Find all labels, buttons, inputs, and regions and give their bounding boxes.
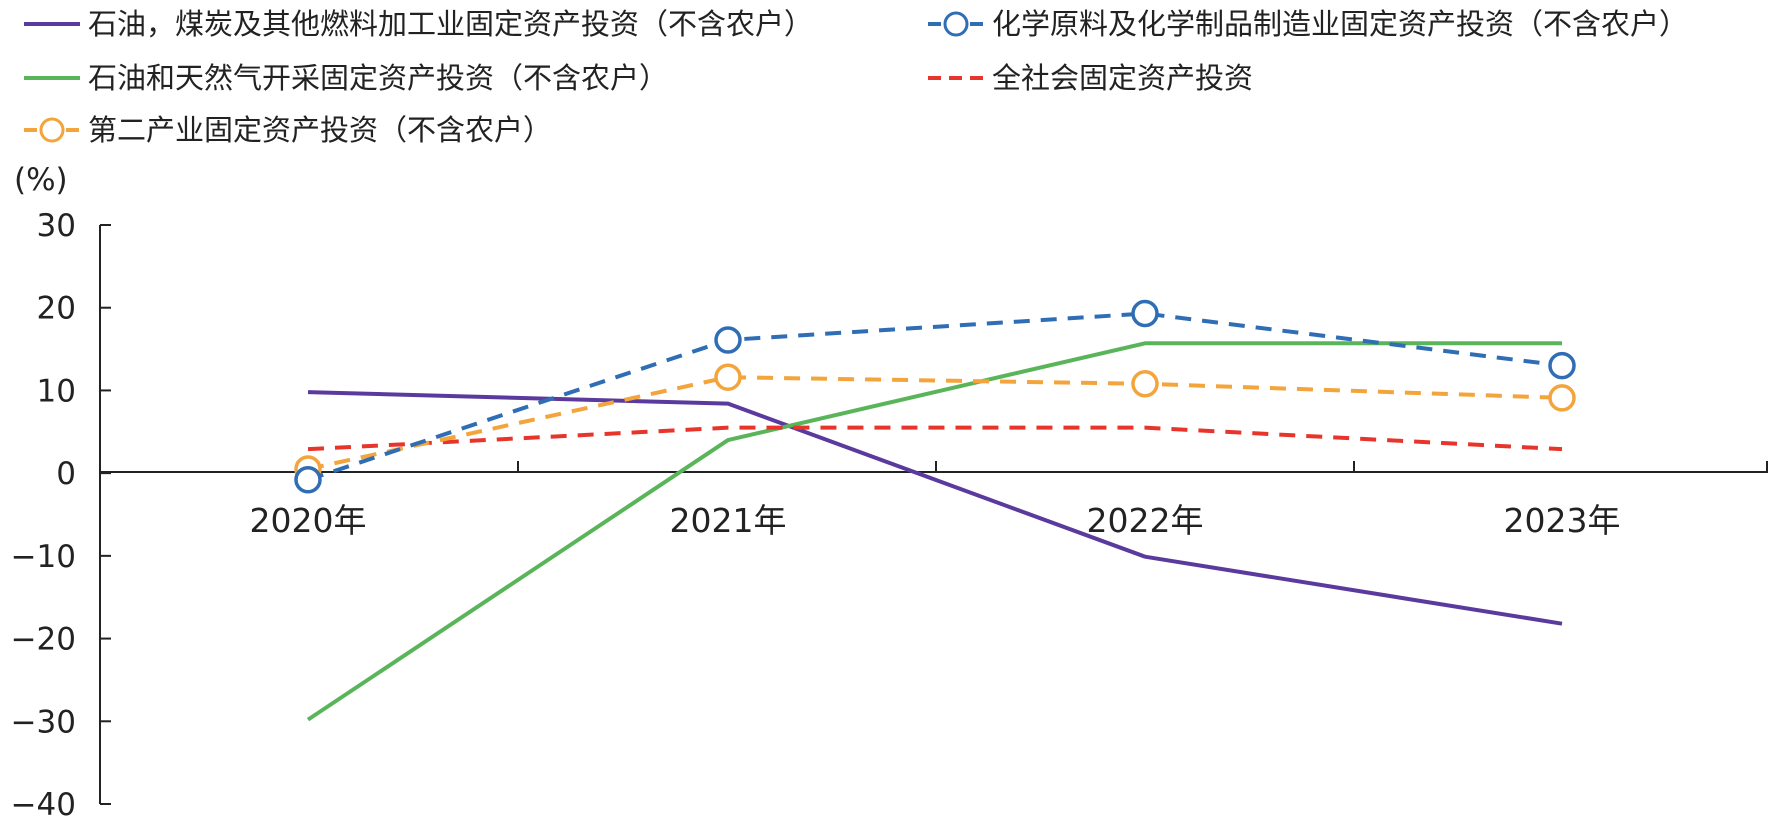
legend-marker [39,117,65,143]
data-point [1131,299,1159,328]
series-line [307,425,1563,452]
y-tick-label: −10 [11,539,76,575]
legend-marker [943,11,969,37]
series-4 [307,425,1563,452]
legend-label: 石油，煤炭及其他燃料加工业固定资产投资（不含农户） [88,7,813,41]
x-axis: 2020年 2021年 2022年 2023年 [100,461,1768,540]
legend-item: 全社会固定资产投资 [928,61,1253,95]
data-point [714,363,742,391]
legend-label: 石油和天然气开采固定资产投资（不含农户） [88,61,668,95]
x-tick-label: 2023年 [1504,501,1621,540]
data-point [1548,384,1576,412]
legend-label: 第二产业固定资产投资（不含农户） [88,113,552,147]
series-line [307,311,1563,482]
series-3 [306,341,1562,722]
data-point [1131,370,1159,398]
legend-item: 石油和天然气开采固定资产投资（不含农户） [24,61,668,95]
x-tick-label: 2021年 [670,501,787,540]
x-tick-label: 2020年 [250,501,367,540]
y-tick-label: 20 [37,291,76,327]
series-line [307,375,1563,471]
y-tick-label: −20 [11,622,76,658]
y-tick-label: −30 [11,704,76,740]
y-tick-label: −40 [11,787,76,823]
series-1 [307,390,1563,626]
legend-label: 化学原料及化学制品制造业固定资产投资（不含农户） [992,7,1688,41]
y-axis-unit-label: (%) [14,162,68,198]
legend-item: 第二产业固定资产投资（不含农户） [24,113,552,147]
series-line [307,390,1563,626]
legend-label: 全社会固定资产投资 [992,61,1253,95]
y-tick-label: 30 [37,208,76,244]
x-tick-label: 2022年 [1087,501,1204,540]
y-tick-label: 10 [37,373,76,409]
data-point [1548,351,1576,380]
legend-item: 石油，煤炭及其他燃料加工业固定资产投资（不含农户） [24,7,813,41]
data-point [294,466,322,494]
legend-item: 化学原料及化学制品制造业固定资产投资（不含农户） [928,7,1688,41]
series-2 [294,299,1576,494]
series-line [306,341,1562,722]
series-layer [294,299,1576,722]
legend: 石油，煤炭及其他燃料加工业固定资产投资（不含农户） 化学原料及化学制品制造业固定资… [24,7,1688,147]
data-point [714,326,742,354]
y-tick-label: 0 [56,456,76,492]
y-axis: 30 20 10 0 −10 −20 −30 −40 [11,208,111,823]
